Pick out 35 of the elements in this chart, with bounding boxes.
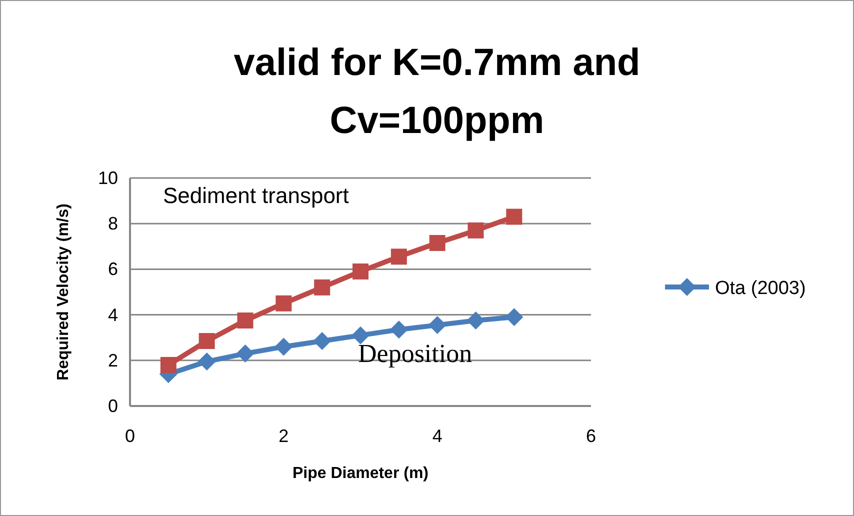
point: [274, 338, 293, 356]
point: [390, 320, 408, 339]
point: [505, 308, 524, 326]
point: [466, 312, 485, 330]
point: [428, 316, 446, 334]
y-tick-label: 2: [108, 350, 118, 370]
y-tick-label: 0: [108, 396, 118, 416]
x-tick-label: 0: [124, 426, 136, 446]
point: [198, 333, 215, 350]
point: [198, 352, 216, 371]
y-tick-label: 10: [98, 168, 118, 188]
annotation: Deposition: [358, 339, 472, 368]
x-tick-label: 4: [432, 426, 442, 446]
x-tick-label: 6: [586, 426, 596, 446]
x-axis-title: Pipe Diameter (m): [292, 465, 429, 482]
point: [160, 356, 176, 373]
point: [468, 222, 484, 238]
point: [237, 312, 254, 328]
point: [314, 279, 330, 296]
point: [429, 234, 446, 251]
point: [352, 263, 368, 280]
y-tick-label: 8: [108, 214, 118, 234]
point: [352, 326, 370, 344]
point: [390, 248, 407, 265]
chart-title: valid for K=0.7mm and Cv=100ppm: [234, 42, 640, 142]
y-tick-label: 4: [108, 304, 118, 325]
legend-label: Ota (2003): [715, 278, 806, 299]
point: [276, 295, 292, 312]
y-axis-title: Required Velocity (m/s): [55, 204, 72, 380]
point: [236, 344, 254, 363]
annotation: Sediment transport: [163, 183, 349, 208]
x-tick-label: 2: [278, 426, 289, 446]
point: [313, 332, 332, 350]
point: [506, 208, 522, 225]
y-tick-label: 6: [108, 259, 118, 280]
